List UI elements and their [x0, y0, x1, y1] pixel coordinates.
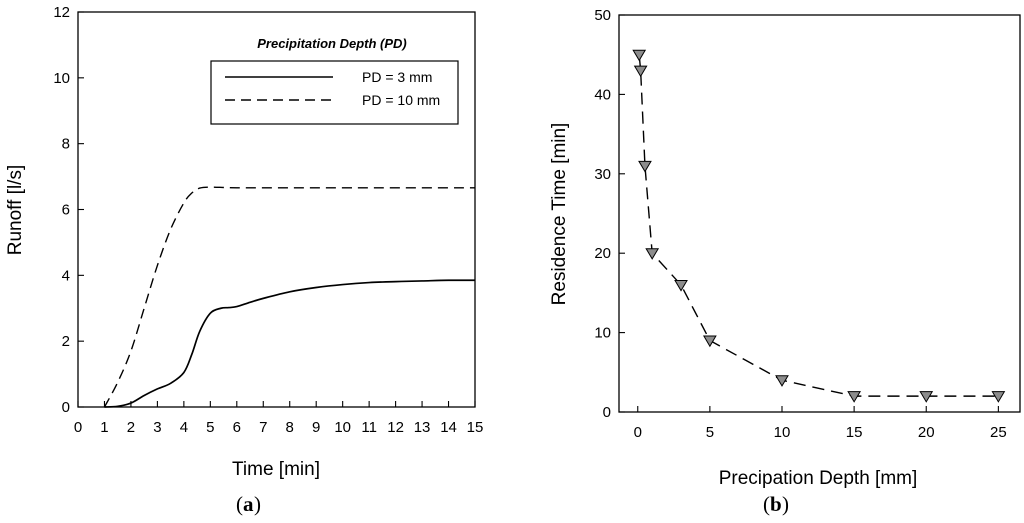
series-line-a-0 — [104, 279, 476, 408]
legend-a: Precipitation Depth (PD) PD = 3 mm PD = … — [210, 36, 459, 125]
panel-b: 0 10 20 30 40 50 0 5 10 15 20 25 Precipation Depth… — [549, 7, 1021, 516]
y-tick-label-b: 10 — [594, 325, 611, 342]
svg-text:): ) — [254, 492, 261, 516]
x-tick-label-a: 11 — [361, 419, 377, 436]
x-tick-label-a: 13 — [414, 419, 431, 436]
svg-text:(: ( — [236, 492, 243, 516]
x-tick-label-a: 4 — [180, 419, 188, 436]
data-point-b — [638, 160, 652, 173]
svg-text:): ) — [782, 492, 789, 516]
x-tick-label-a: 7 — [259, 419, 267, 436]
y-tick-label-b: 20 — [594, 245, 611, 262]
legend-entry-pd10: PD = 10 mm — [362, 92, 440, 108]
data-point-b — [919, 391, 934, 403]
y-tick-label-b: 30 — [594, 166, 611, 183]
panel-label-b-letter: b — [770, 492, 782, 516]
x-tick-label-a: 14 — [440, 419, 457, 436]
y-tick-label-b: 40 — [594, 86, 611, 103]
y-tick-label-b: 50 — [594, 7, 611, 24]
svg-text:(: ( — [763, 492, 770, 516]
plot-frame-b — [618, 14, 1021, 413]
panel-label-a-letter: a — [243, 492, 254, 516]
x-tick-label-a: 5 — [206, 419, 214, 436]
y-axis-label-a: Runoff [l/s] — [5, 165, 26, 255]
y-tick-label-a: 10 — [53, 70, 70, 87]
x-axis-label-b: Precipation Depth [mm] — [719, 468, 918, 489]
x-tick-label-b: 15 — [846, 424, 863, 441]
x-tick-label-a: 0 — [74, 419, 82, 436]
x-tick-label-a: 1 — [100, 419, 108, 436]
panel-label-a: ( a ) — [236, 492, 261, 516]
x-tick-label-a: 3 — [153, 419, 161, 436]
x-tick-label-a: 2 — [127, 419, 135, 436]
x-tick-label-a: 6 — [233, 419, 241, 436]
y-tick-label-a: 0 — [62, 399, 70, 416]
legend-box — [210, 60, 459, 125]
series-line-a-1 — [103, 186, 475, 408]
x-tick-label-b: 10 — [774, 424, 791, 441]
x-tick-label-a: 12 — [387, 419, 404, 436]
x-tick-label-a: 8 — [286, 419, 294, 436]
x-tick-label-a: 15 — [467, 419, 484, 436]
y-tick-label-a: 4 — [62, 267, 70, 284]
legend-title: Precipitation Depth (PD) — [257, 36, 407, 51]
data-point-b — [991, 391, 1006, 403]
x-tick-label-a: 9 — [312, 419, 320, 436]
data-point-b — [775, 375, 789, 387]
data-point-b — [633, 65, 648, 78]
y-tick-label-b: 0 — [603, 404, 611, 421]
data-point-b — [847, 391, 861, 403]
y-tick-label-a: 6 — [62, 202, 70, 219]
data-point-b — [645, 248, 660, 260]
data-point-b — [702, 335, 717, 348]
y-tick-label-a: 2 — [62, 333, 70, 350]
x-tick-label-b: 20 — [918, 424, 935, 441]
x-tick-label-b: 25 — [990, 424, 1007, 441]
x-tick-label-a: 10 — [334, 419, 351, 436]
data-point-b — [632, 49, 647, 62]
x-tick-label-b: 0 — [634, 424, 642, 441]
panel-label-b: ( b ) — [763, 492, 789, 516]
x-axis-label-a: Time [min] — [232, 459, 320, 480]
data-point-b — [674, 279, 688, 292]
x-tick-label-b: 5 — [706, 424, 714, 441]
y-tick-label-a: 8 — [62, 136, 70, 153]
series-line-b-0 — [638, 54, 999, 397]
y-tick-label-a: 12 — [53, 4, 70, 21]
legend-entry-pd3: PD = 3 mm — [362, 69, 432, 85]
y-axis-label-b: Residence Time [min] — [549, 123, 570, 306]
